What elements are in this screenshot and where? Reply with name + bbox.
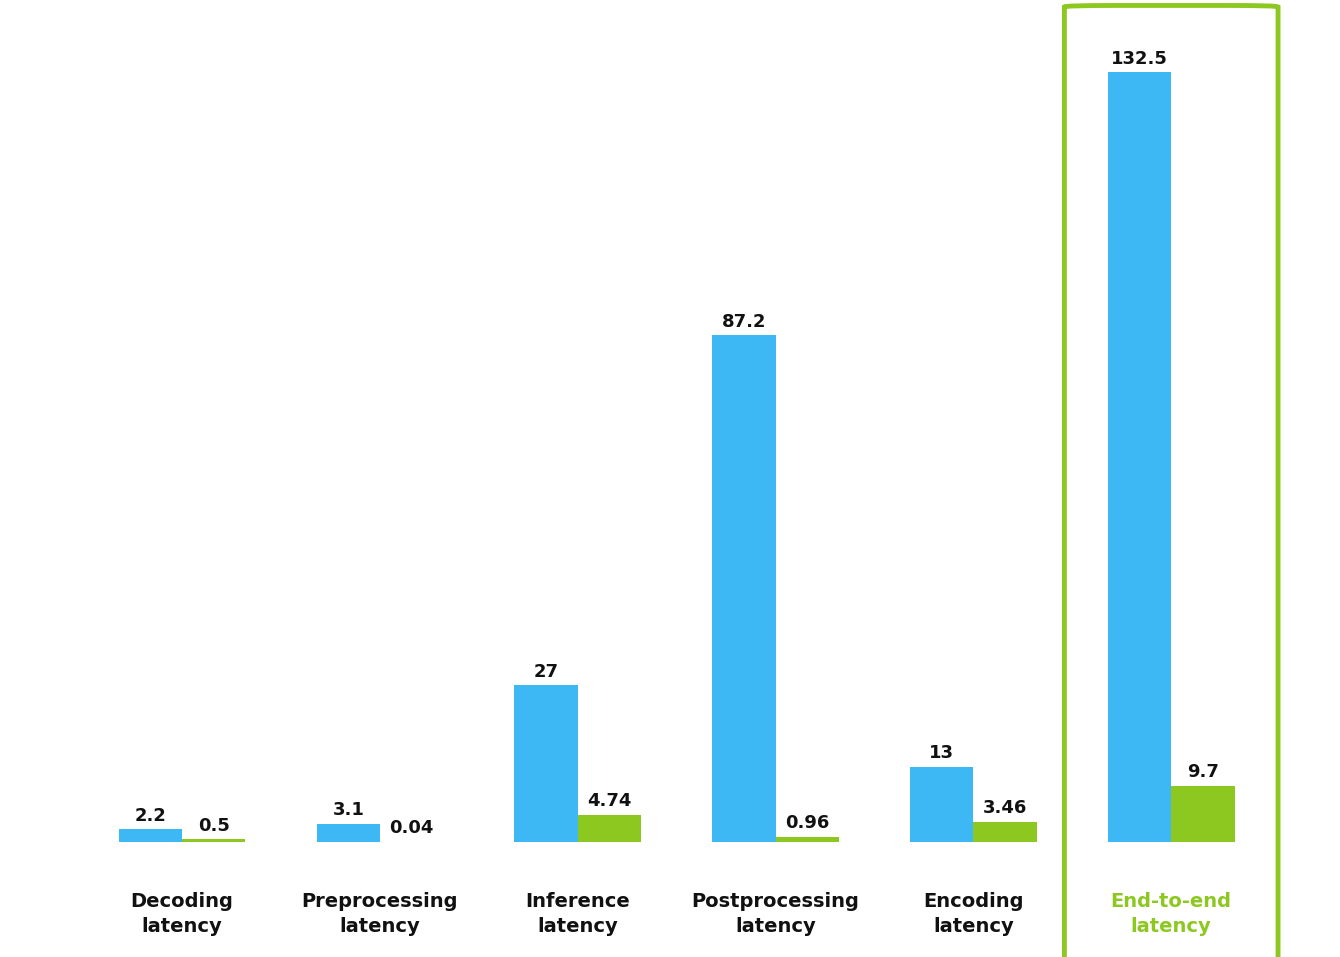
Bar — [182, 839, 245, 842]
Text: 3.1: 3.1 — [332, 802, 364, 819]
Text: 132.5: 132.5 — [1111, 50, 1168, 68]
Bar — [713, 336, 776, 842]
Text: 27: 27 — [533, 662, 559, 680]
Text: 0.96: 0.96 — [785, 814, 829, 832]
Text: 3.46: 3.46 — [982, 799, 1028, 817]
Bar — [776, 836, 839, 842]
Text: 0.5: 0.5 — [198, 816, 229, 835]
Text: Preprocessing
latency: Preprocessing latency — [302, 892, 458, 936]
Text: 0.04: 0.04 — [390, 819, 434, 837]
Text: Inference
latency: Inference latency — [525, 892, 630, 936]
Text: 87.2: 87.2 — [722, 313, 766, 331]
Text: Postprocessing
latency: Postprocessing latency — [691, 892, 859, 936]
Text: End-to-end
latency: End-to-end latency — [1111, 892, 1231, 936]
Text: 9.7: 9.7 — [1187, 763, 1219, 781]
Bar — [119, 830, 182, 842]
Bar — [910, 767, 973, 842]
Text: 2.2: 2.2 — [134, 807, 166, 825]
Bar — [973, 822, 1037, 842]
Bar — [1108, 73, 1171, 842]
Text: Decoding
latency: Decoding latency — [131, 892, 233, 936]
Bar — [1171, 786, 1234, 842]
Bar — [316, 824, 381, 842]
Text: Encoding
latency: Encoding latency — [923, 892, 1024, 936]
Bar — [515, 685, 578, 842]
Text: 13: 13 — [929, 744, 954, 762]
Text: 4.74: 4.74 — [587, 792, 631, 810]
Bar — [578, 814, 641, 842]
